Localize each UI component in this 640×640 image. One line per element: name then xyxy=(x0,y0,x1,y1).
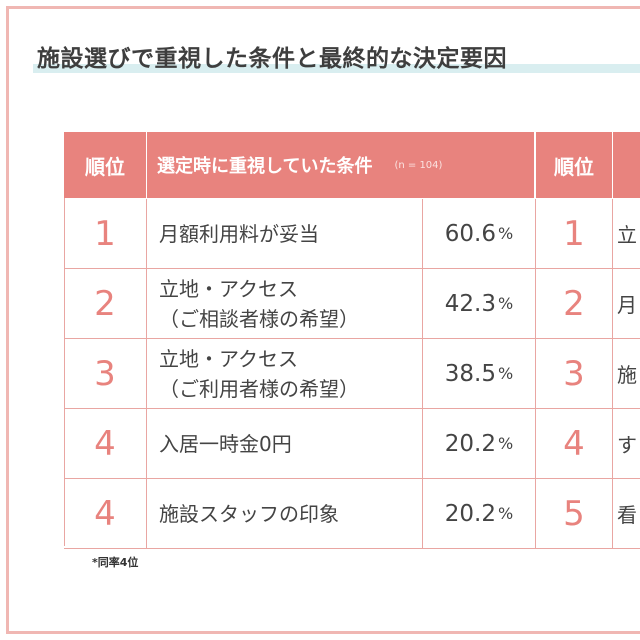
rank-cell-2: 4 xyxy=(536,409,613,478)
condition-line-1: 月額利用料が妥当 xyxy=(159,221,319,246)
percent-value: 42.3 xyxy=(444,290,496,317)
rank-cell-2: 3 xyxy=(536,339,613,408)
page-title: 施設選びで重視した条件と最終的な決定要因 xyxy=(37,46,507,72)
percent-unit: % xyxy=(498,294,514,313)
title-highlight xyxy=(33,64,640,73)
sample-size-note: (n = 104) xyxy=(394,159,443,171)
rank-cell-2: 2 xyxy=(536,269,613,338)
condition-line-1: 施設スタッフの印象 xyxy=(159,501,339,526)
condition-cell: 施設スタッフの印象 xyxy=(147,479,423,548)
decision-cell: す xyxy=(617,433,637,457)
percent-cell: 60.6% xyxy=(423,199,536,268)
rank-cell-2: 1 xyxy=(536,199,613,268)
condition-cell: 立地・アクセス （ご利用者様の希望） xyxy=(147,339,423,408)
card-frame xyxy=(6,6,640,634)
rank-cell-2: 5 xyxy=(536,479,613,548)
decision-cell: 施 xyxy=(617,363,637,387)
condition-line-1: 入居一時金0円 xyxy=(159,431,292,456)
condition-cell: 月額利用料が妥当 xyxy=(147,199,423,268)
rank-cell: 4 xyxy=(64,479,147,548)
condition-line-2: （ご利用者様の希望） xyxy=(159,376,359,401)
footnote: *同率4位 xyxy=(92,556,139,569)
rank-header: 順位 xyxy=(64,132,146,198)
rank-cell: 4 xyxy=(64,409,147,478)
condition-header-label: 選定時に重視していた条件 xyxy=(157,156,373,177)
table-row: 1 月額利用料が妥当 60.6% 1 立 xyxy=(64,199,640,269)
percent-unit: % xyxy=(498,364,514,383)
table-row: 4 入居一時金0円 20.2% 4 す xyxy=(64,409,640,479)
table-row: 2 立地・アクセス （ご相談者様の希望） 42.3% 2 月 xyxy=(64,269,640,339)
condition-cell: 立地・アクセス （ご相談者様の希望） xyxy=(147,269,423,338)
percent-cell: 20.2% xyxy=(423,479,536,548)
percent-value: 38.5 xyxy=(444,360,496,387)
percent-unit: % xyxy=(498,504,514,523)
decision-header xyxy=(613,132,640,198)
percent-cell: 20.2% xyxy=(423,409,536,478)
table-row: 3 立地・アクセス （ご利用者様の希望） 38.5% 3 施 xyxy=(64,339,640,409)
condition-line-1: 立地・アクセス xyxy=(159,346,298,371)
rank-cell: 1 xyxy=(64,199,147,268)
percent-value: 60.6 xyxy=(444,220,496,247)
decision-cell: 月 xyxy=(617,293,637,317)
rank-cell: 2 xyxy=(64,269,147,338)
decision-cell: 立 xyxy=(617,223,637,247)
title-block: 施設選びで重視した条件と最終的な決定要因 xyxy=(33,39,640,79)
percent-cell: 42.3% xyxy=(423,269,536,338)
rank-header-2: 順位 xyxy=(536,132,612,198)
percent-value: 20.2 xyxy=(444,430,496,457)
rank-cell: 3 xyxy=(64,339,147,408)
condition-cell: 入居一時金0円 xyxy=(147,409,423,478)
condition-line-1: 立地・アクセス xyxy=(159,276,298,301)
percent-cell: 38.5% xyxy=(423,339,536,408)
percent-unit: % xyxy=(498,434,514,453)
table-left-border xyxy=(64,198,65,546)
condition-line-2: （ご相談者様の希望） xyxy=(159,306,359,331)
percent-value: 20.2 xyxy=(444,500,496,527)
decision-cell: 看 xyxy=(617,503,637,527)
condition-header: 選定時に重視していた条件 (n = 104) xyxy=(147,132,534,198)
table-row: 4 施設スタッフの印象 20.2% 5 看 xyxy=(64,479,640,549)
percent-unit: % xyxy=(498,224,514,243)
